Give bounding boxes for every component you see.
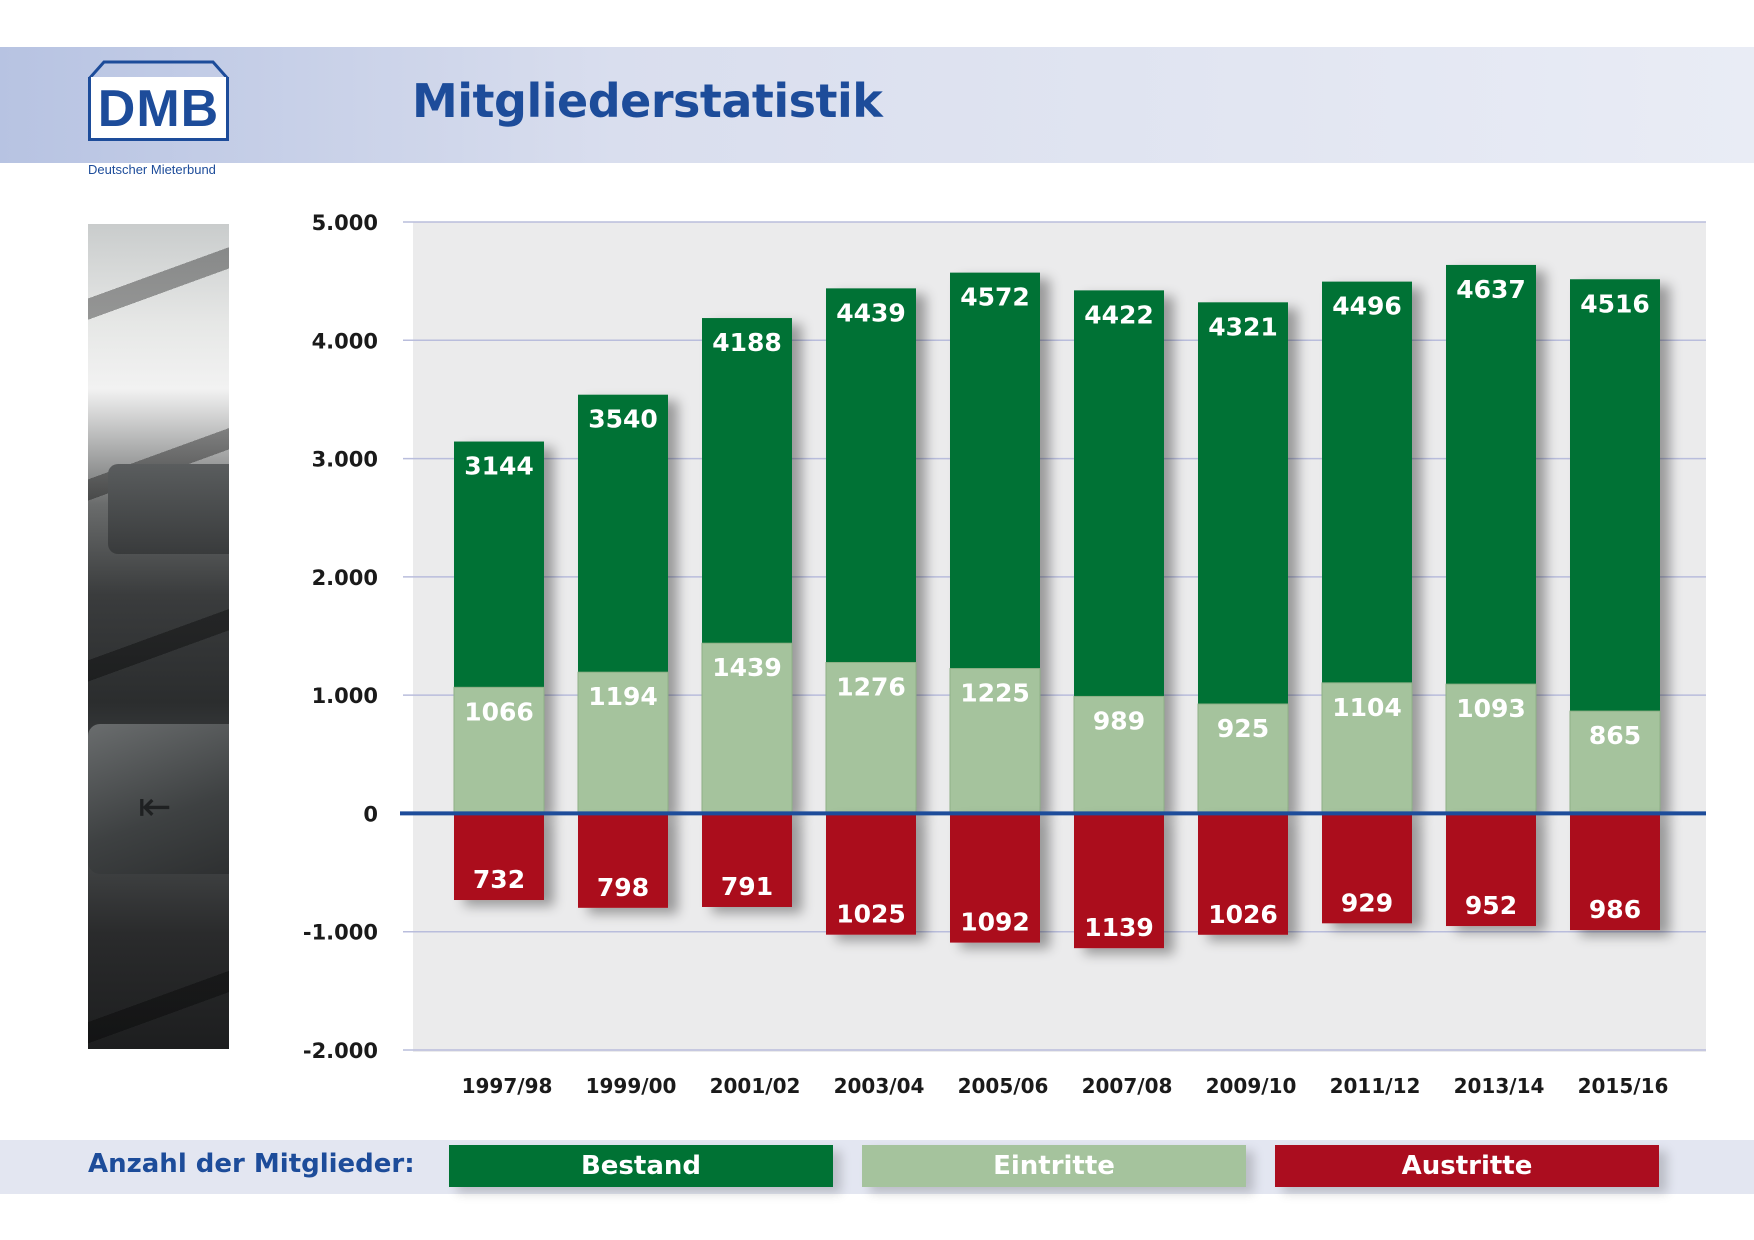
data-label-austritte: 952 (1465, 891, 1517, 920)
data-label-austritte: 798 (597, 873, 649, 902)
data-label-austritte: 1092 (960, 908, 1030, 937)
data-labels: 3144 1066 732 3540 1194 798 4188 1439 791 4439 127… (464, 275, 1650, 942)
x-axis-ticks: 1997/98 1999/00 2001/02 2003/04 2005/06 2007/… (462, 1074, 1669, 1098)
bar-eintritte (825, 661, 917, 814)
data-label-austritte: 986 (1589, 895, 1641, 924)
data-label-bestand: 4516 (1580, 289, 1650, 318)
y-tick-label: -2.000 (303, 1039, 378, 1063)
y-axis-ticks: 5.000 4.000 3.000 2.000 1.000 0 -1.000 -2.000 (303, 211, 378, 1063)
data-label-eintritte: 1439 (712, 653, 782, 682)
data-label-austritte: 791 (721, 872, 773, 901)
data-label-bestand: 4188 (712, 328, 782, 357)
x-tick-label: 2015/16 (1578, 1074, 1669, 1098)
bar-eintritte (453, 686, 545, 814)
y-tick-label: 3.000 (312, 448, 378, 472)
logo-frame (88, 77, 229, 141)
data-label-eintritte: 865 (1589, 721, 1641, 750)
keyboard-key-shape (108, 464, 229, 554)
legend-item-austritte: Austritte (1275, 1145, 1659, 1187)
x-tick-label: 1999/00 (586, 1074, 677, 1098)
bar-eintritte (1321, 682, 1413, 814)
x-tick-label: 2005/06 (958, 1074, 1049, 1098)
x-tick-label: 2001/02 (710, 1074, 801, 1098)
keyboard-photo: ⇤ (88, 224, 229, 1049)
bar-austritte (950, 813, 1040, 943)
y-tick-label: 4.000 (312, 329, 378, 353)
x-tick-label: 2011/12 (1330, 1074, 1421, 1098)
y-tick-label: 2.000 (312, 566, 378, 590)
y-tick-label: 0 (363, 802, 378, 826)
bars (453, 264, 1661, 949)
page-title: Mitgliederstatistik (412, 74, 883, 128)
data-label-austritte: 1025 (836, 900, 906, 929)
dmb-logo: DMB Deutscher Mieterbund (88, 30, 233, 177)
data-label-bestand: 3540 (588, 405, 658, 434)
logo-text: DMB (97, 80, 220, 138)
bar-austritte (454, 813, 544, 901)
y-tick-label: -1.000 (303, 921, 378, 945)
arrow-icon: ⇤ (138, 784, 172, 830)
x-tick-label: 2007/08 (1082, 1074, 1173, 1098)
bar-eintritte (701, 642, 793, 814)
data-label-austritte: 1026 (1208, 900, 1278, 929)
data-label-bestand: 4496 (1332, 292, 1402, 321)
legend-item-bestand: Bestand (449, 1145, 833, 1187)
data-label-eintritte: 1104 (1332, 693, 1402, 722)
x-tick-label: 2003/04 (834, 1074, 925, 1098)
data-label-eintritte: 1093 (1456, 694, 1526, 723)
bar-eintritte (1445, 683, 1537, 814)
bar-austritte (578, 813, 668, 908)
y-tick-label: 5.000 (312, 211, 378, 235)
data-label-eintritte: 1225 (960, 679, 1030, 708)
bar-eintritte (1073, 695, 1165, 814)
data-label-bestand: 4572 (960, 283, 1030, 312)
bar-austritte (702, 813, 792, 907)
bar-eintritte (949, 668, 1041, 814)
header-band (0, 47, 1754, 163)
data-label-bestand: 3144 (464, 452, 534, 481)
bar-austritte (1198, 813, 1288, 935)
data-label-austritte: 732 (473, 865, 525, 894)
data-label-austritte: 929 (1341, 888, 1393, 917)
x-tick-label: 1997/98 (462, 1074, 553, 1098)
bar-austritte (1570, 813, 1660, 931)
legend-item-eintritte: Eintritte (862, 1145, 1246, 1187)
data-label-bestand: 4422 (1084, 300, 1154, 329)
data-label-eintritte: 1276 (836, 672, 906, 701)
data-label-bestand: 4321 (1208, 312, 1278, 341)
data-label-eintritte: 1194 (588, 682, 658, 711)
data-label-eintritte: 989 (1093, 706, 1145, 735)
bar-eintritte (1197, 703, 1289, 814)
data-label-eintritte: 925 (1217, 714, 1269, 743)
bar-austritte (1446, 813, 1536, 927)
data-label-bestand: 4439 (836, 298, 906, 327)
logo-subtitle: Deutscher Mieterbund (88, 162, 216, 177)
legend-title: Anzahl der Mitglieder: (88, 1149, 415, 1179)
bar-austritte (1074, 813, 1164, 949)
y-tick-label: 1.000 (312, 684, 378, 708)
logo-roof-icon (88, 60, 229, 80)
bar-austritte (826, 813, 916, 935)
keyboard-key-shape (88, 724, 229, 874)
bar-eintritte (577, 671, 669, 814)
x-tick-label: 2013/14 (1454, 1074, 1545, 1098)
x-tick-label: 2009/10 (1206, 1074, 1297, 1098)
data-label-austritte: 1139 (1084, 913, 1154, 942)
data-label-eintritte: 1066 (464, 697, 534, 726)
data-label-bestand: 4637 (1456, 275, 1526, 304)
bar-austritte (1322, 813, 1412, 924)
